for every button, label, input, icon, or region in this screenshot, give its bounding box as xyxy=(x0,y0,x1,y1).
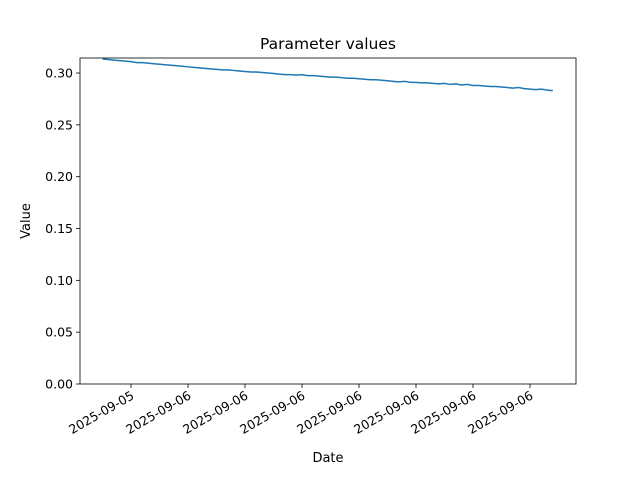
y-tick-label: 0.25 xyxy=(45,117,73,132)
y-tick-label: 0.05 xyxy=(45,325,73,340)
y-tick-label: 0.30 xyxy=(45,66,73,81)
y-tick-label: 0.10 xyxy=(45,273,73,288)
plot-frame xyxy=(79,57,577,385)
y-tick-label: 0.15 xyxy=(45,221,73,236)
x-axis-label: Date xyxy=(312,451,343,466)
chart-title: Parameter values xyxy=(260,35,396,53)
data-line xyxy=(102,58,553,92)
y-axis-label: Value xyxy=(19,203,34,239)
y-tick-label: 0.20 xyxy=(45,169,73,184)
y-tick-label: 0.00 xyxy=(45,377,73,392)
